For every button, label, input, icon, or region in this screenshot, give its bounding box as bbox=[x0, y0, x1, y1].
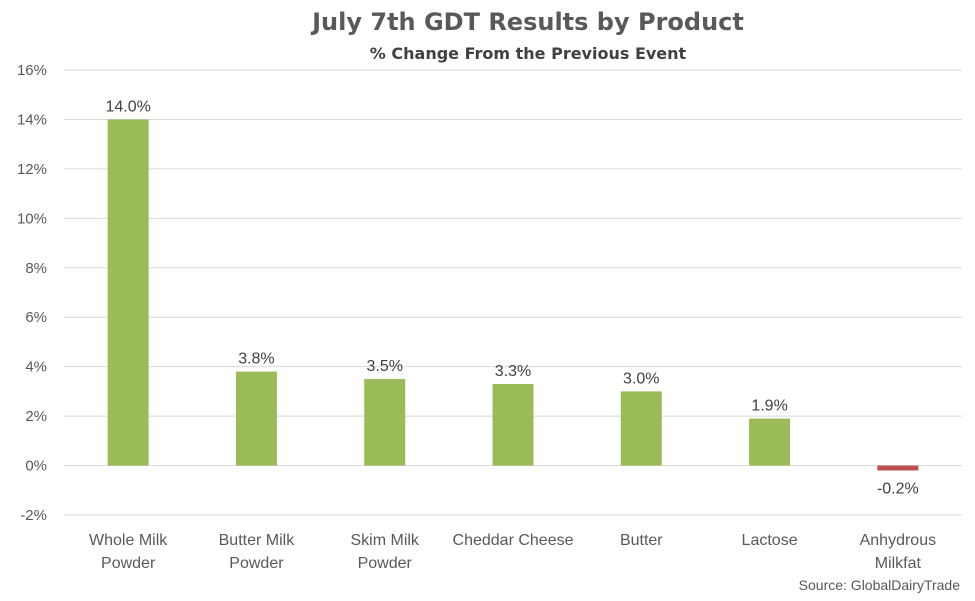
gridlines bbox=[64, 69, 962, 516]
data-label: 3.0% bbox=[623, 370, 659, 387]
y-tick-label: 4% bbox=[25, 359, 47, 376]
category-label: Powder bbox=[229, 555, 284, 572]
category-label: Butter Milk bbox=[219, 532, 296, 549]
category-label: Lactose bbox=[742, 532, 798, 549]
bar bbox=[749, 418, 791, 466]
data-label: 3.8% bbox=[238, 351, 274, 368]
category-label: Powder bbox=[101, 555, 156, 572]
source-note: Source: GlobalDairyTrade bbox=[799, 577, 961, 593]
y-axis-ticks: -2% 0% 2% 4% 6% 8% 10% 12% 14% 16% bbox=[17, 62, 47, 524]
y-tick-label: 16% bbox=[17, 62, 47, 79]
y-tick-label: 10% bbox=[17, 210, 47, 227]
category-label: Skim Milk bbox=[350, 532, 419, 549]
y-tick-label: 14% bbox=[17, 111, 47, 128]
chart-subtitle: % Change From the Previous Event bbox=[370, 44, 687, 63]
category-label: Whole Milk bbox=[89, 532, 168, 549]
category-label: Butter bbox=[620, 532, 663, 549]
y-tick-label: 0% bbox=[25, 458, 47, 475]
data-label: 14.0% bbox=[105, 98, 150, 115]
category-label: Powder bbox=[358, 555, 413, 572]
y-tick-label: -2% bbox=[20, 507, 47, 524]
data-labels: 14.0% 3.8% 3.5% 3.3% 3.0% 1.9% -0.2% bbox=[105, 98, 918, 497]
bar bbox=[235, 371, 277, 466]
bar bbox=[877, 465, 919, 471]
data-label: 1.9% bbox=[751, 398, 787, 415]
y-tick-label: 8% bbox=[25, 260, 47, 277]
category-labels: Whole Milk Powder Butter Milk Powder Skim Mi… bbox=[89, 532, 936, 572]
category-label: Cheddar Cheese bbox=[453, 532, 574, 549]
bar bbox=[364, 379, 406, 466]
data-label: -0.2% bbox=[877, 481, 919, 498]
y-tick-label: 2% bbox=[25, 408, 47, 425]
chart-title: July 7th GDT Results by Product bbox=[310, 8, 744, 36]
y-tick-label: 6% bbox=[25, 309, 47, 326]
data-label: 3.3% bbox=[495, 363, 531, 380]
bar bbox=[492, 383, 534, 466]
data-label: 3.5% bbox=[366, 358, 402, 375]
bar bbox=[620, 391, 662, 466]
bar bbox=[107, 119, 149, 466]
bars bbox=[107, 119, 919, 471]
y-tick-label: 12% bbox=[17, 161, 47, 178]
category-label: Anhydrous bbox=[860, 532, 937, 549]
category-label: Milkfat bbox=[875, 555, 922, 572]
